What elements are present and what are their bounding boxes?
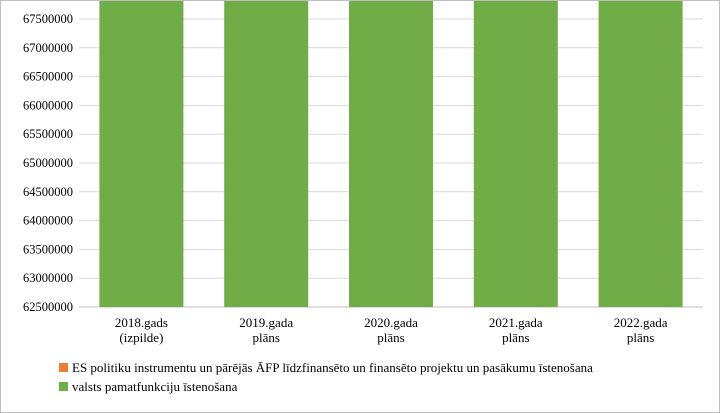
x-tick-label: 2021.gada <box>489 315 543 330</box>
x-tick-label: plāns <box>377 330 404 345</box>
x-tick-label: 2022.gada <box>614 315 668 330</box>
x-tick-label: plāns <box>627 330 654 345</box>
y-tick-label: 62500000 <box>23 300 73 314</box>
y-tick-label: 67000000 <box>23 41 73 55</box>
legend-label: valsts pamatfunkciju īstenošana <box>72 379 238 394</box>
y-tick-label: 64000000 <box>23 214 73 228</box>
x-tick-label: plāns <box>502 330 529 345</box>
bar-segment-green <box>598 1 683 307</box>
y-tick-label: 65500000 <box>23 127 73 141</box>
bar-segment-green <box>224 1 309 307</box>
x-tick-label: plāns <box>252 330 279 345</box>
bar-segment-green <box>349 1 433 307</box>
y-tick-label: 64500000 <box>23 185 73 199</box>
y-tick-label: 66000000 <box>23 98 73 112</box>
x-tick-label: 2019.gada <box>239 315 293 330</box>
legend-swatch <box>59 363 68 372</box>
y-tick-label: 67500000 <box>23 12 73 26</box>
y-tick-label: 63500000 <box>23 242 73 256</box>
x-tick-label: (izpilde) <box>119 330 163 345</box>
bar-segment-green <box>473 1 558 307</box>
y-tick-label: 63000000 <box>23 271 73 285</box>
y-tick-label: 65000000 <box>23 156 73 170</box>
bar-segment-green <box>99 1 184 307</box>
y-tick-label: 66500000 <box>23 70 73 84</box>
legend-label: ES politiku instrumentu un pārējās ĀFP l… <box>72 360 593 375</box>
x-tick-label: 2020.gada <box>364 315 418 330</box>
legend-swatch <box>59 382 68 391</box>
x-tick-label: 2018.gads <box>115 315 168 330</box>
